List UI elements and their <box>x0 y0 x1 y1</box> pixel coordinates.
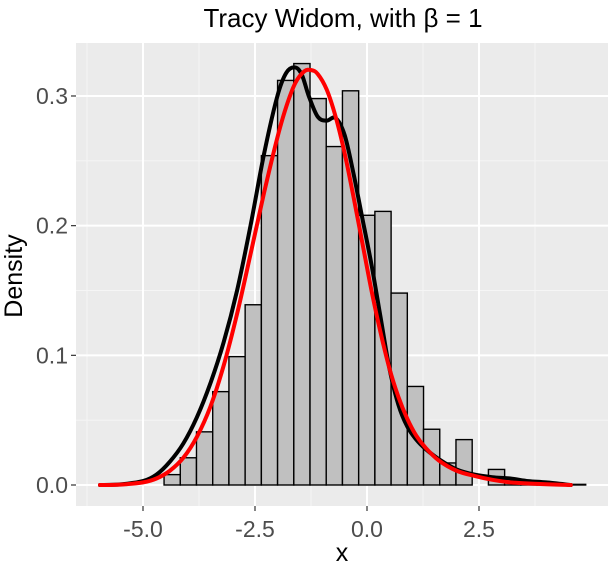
histogram-bar <box>228 355 246 486</box>
x-axis-label: x <box>336 539 349 566</box>
histogram-bar <box>260 154 279 486</box>
theoretical-density-line <box>97 67 573 487</box>
y-tick-label: 0.3 <box>36 83 68 109</box>
x-tick-label: -2.5 <box>235 516 275 542</box>
x-axis: -5.0 -2.5 0.0 2.5 <box>123 506 495 542</box>
y-axis-label: Density <box>0 234 28 318</box>
histogram-bar <box>455 438 473 486</box>
y-tick-label: 0.1 <box>36 342 68 368</box>
y-tick-label: 0.0 <box>36 472 68 498</box>
histogram-bar <box>293 62 311 486</box>
x-tick-label: 0.0 <box>351 516 383 542</box>
y-tick-label: 0.2 <box>36 213 68 239</box>
histogram-bar <box>422 428 441 486</box>
histogram-bar <box>195 431 214 486</box>
x-tick-label: -5.0 <box>123 516 163 542</box>
histogram-bar <box>163 473 181 486</box>
chart-title: Tracy Widom, with β = 1 <box>203 3 482 33</box>
histogram-bar <box>244 304 263 486</box>
histogram-bars <box>163 62 587 486</box>
histogram-bar <box>212 390 230 486</box>
histogram-bar <box>276 79 295 486</box>
y-axis: 0.0 0.1 0.2 0.3 <box>36 83 76 498</box>
density-curves <box>97 65 573 487</box>
x-tick-label: 2.5 <box>463 516 495 542</box>
histogram-bar <box>179 457 198 486</box>
histogram-bar <box>309 97 327 486</box>
histogram-bar <box>325 145 344 486</box>
